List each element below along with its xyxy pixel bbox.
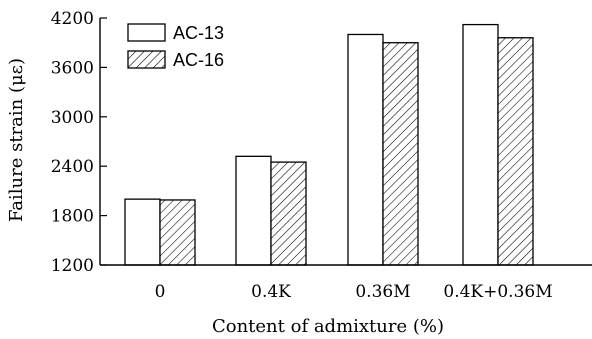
bar-ac-16-0 (159, 199, 196, 266)
y-tick-label: 3600 (51, 58, 94, 78)
y-tick-label: 2400 (51, 157, 94, 177)
bar-ac-16-2 (382, 42, 419, 266)
bar-ac-13-2 (347, 33, 384, 266)
y-tick-label: 1200 (51, 256, 94, 276)
legend-label-ac-16: AC-16 (173, 50, 224, 70)
y-tick-label: 3000 (51, 108, 94, 128)
x-ticks-group: 0 0.4K 0.36M 0.4K+0.36M (155, 282, 553, 302)
bar-ac-13-0 (124, 198, 161, 266)
bar-ac-16-3 (497, 37, 534, 266)
y-tick-label: 1800 (51, 207, 94, 227)
axes-group (99, 18, 592, 266)
x-tick-label: 0.4K+0.36M (443, 282, 552, 302)
bars-group (124, 23, 534, 266)
x-tick-label: 0.4K (251, 282, 291, 302)
x-tick-label: 0 (155, 282, 166, 302)
y-axis-title: Failure strain (με) (6, 58, 27, 222)
y-ticks-group: 1200 1800 2400 3000 3600 4200 (51, 9, 107, 276)
legend: AC-13 AC-16 (127, 23, 224, 70)
y-tick-label: 4200 (51, 9, 94, 29)
bar-ac-13-3 (462, 23, 499, 266)
bar-ac-13-1 (235, 155, 272, 266)
legend-label-ac-13: AC-13 (173, 23, 224, 43)
legend-swatch-ac-13 (127, 23, 166, 42)
bar-ac-16-1 (270, 161, 307, 266)
x-axis-title: Content of admixture (%) (212, 316, 444, 337)
legend-swatch-ac-16 (127, 50, 166, 69)
x-tick-label: 0.36M (355, 282, 410, 302)
